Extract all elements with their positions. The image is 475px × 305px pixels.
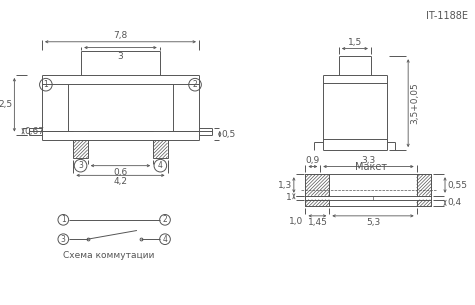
Text: Макет: Макет — [355, 162, 388, 172]
Text: 3: 3 — [61, 235, 66, 244]
Bar — [305, 174, 329, 196]
Text: 0,55: 0,55 — [447, 181, 467, 189]
Bar — [153, 140, 168, 158]
Text: 4,2: 4,2 — [114, 177, 127, 186]
Bar — [417, 174, 431, 196]
Text: 1: 1 — [44, 80, 48, 89]
Text: 1,45: 1,45 — [307, 218, 327, 227]
Text: 5,3: 5,3 — [366, 218, 380, 227]
Text: 3,3: 3,3 — [361, 156, 376, 165]
Text: 1,5: 1,5 — [348, 38, 362, 47]
Text: 0,9: 0,9 — [306, 156, 320, 165]
Text: 7,8: 7,8 — [114, 31, 128, 40]
Text: 1,3: 1,3 — [278, 181, 292, 189]
Text: 3,5+0,05: 3,5+0,05 — [410, 82, 419, 124]
Text: 0,6: 0,6 — [114, 168, 128, 177]
Text: 1: 1 — [286, 193, 292, 202]
Bar — [305, 199, 329, 206]
Text: 3: 3 — [118, 52, 124, 61]
Text: 0,4: 0,4 — [447, 198, 461, 207]
Text: 4: 4 — [162, 235, 168, 244]
Text: IT-1188E: IT-1188E — [426, 11, 468, 20]
Text: 3: 3 — [78, 161, 83, 170]
Text: 2: 2 — [193, 80, 198, 89]
Text: 1: 1 — [61, 215, 66, 224]
Bar — [73, 140, 88, 158]
Bar — [417, 199, 431, 206]
Text: Схема коммутации: Схема коммутации — [63, 251, 155, 260]
Text: 0,5: 0,5 — [222, 130, 236, 139]
Text: 4: 4 — [158, 161, 163, 170]
Text: 2: 2 — [162, 215, 167, 224]
Text: 1,0: 1,0 — [289, 217, 304, 226]
Text: 0,67: 0,67 — [24, 127, 44, 136]
Text: 2,5: 2,5 — [0, 100, 12, 109]
